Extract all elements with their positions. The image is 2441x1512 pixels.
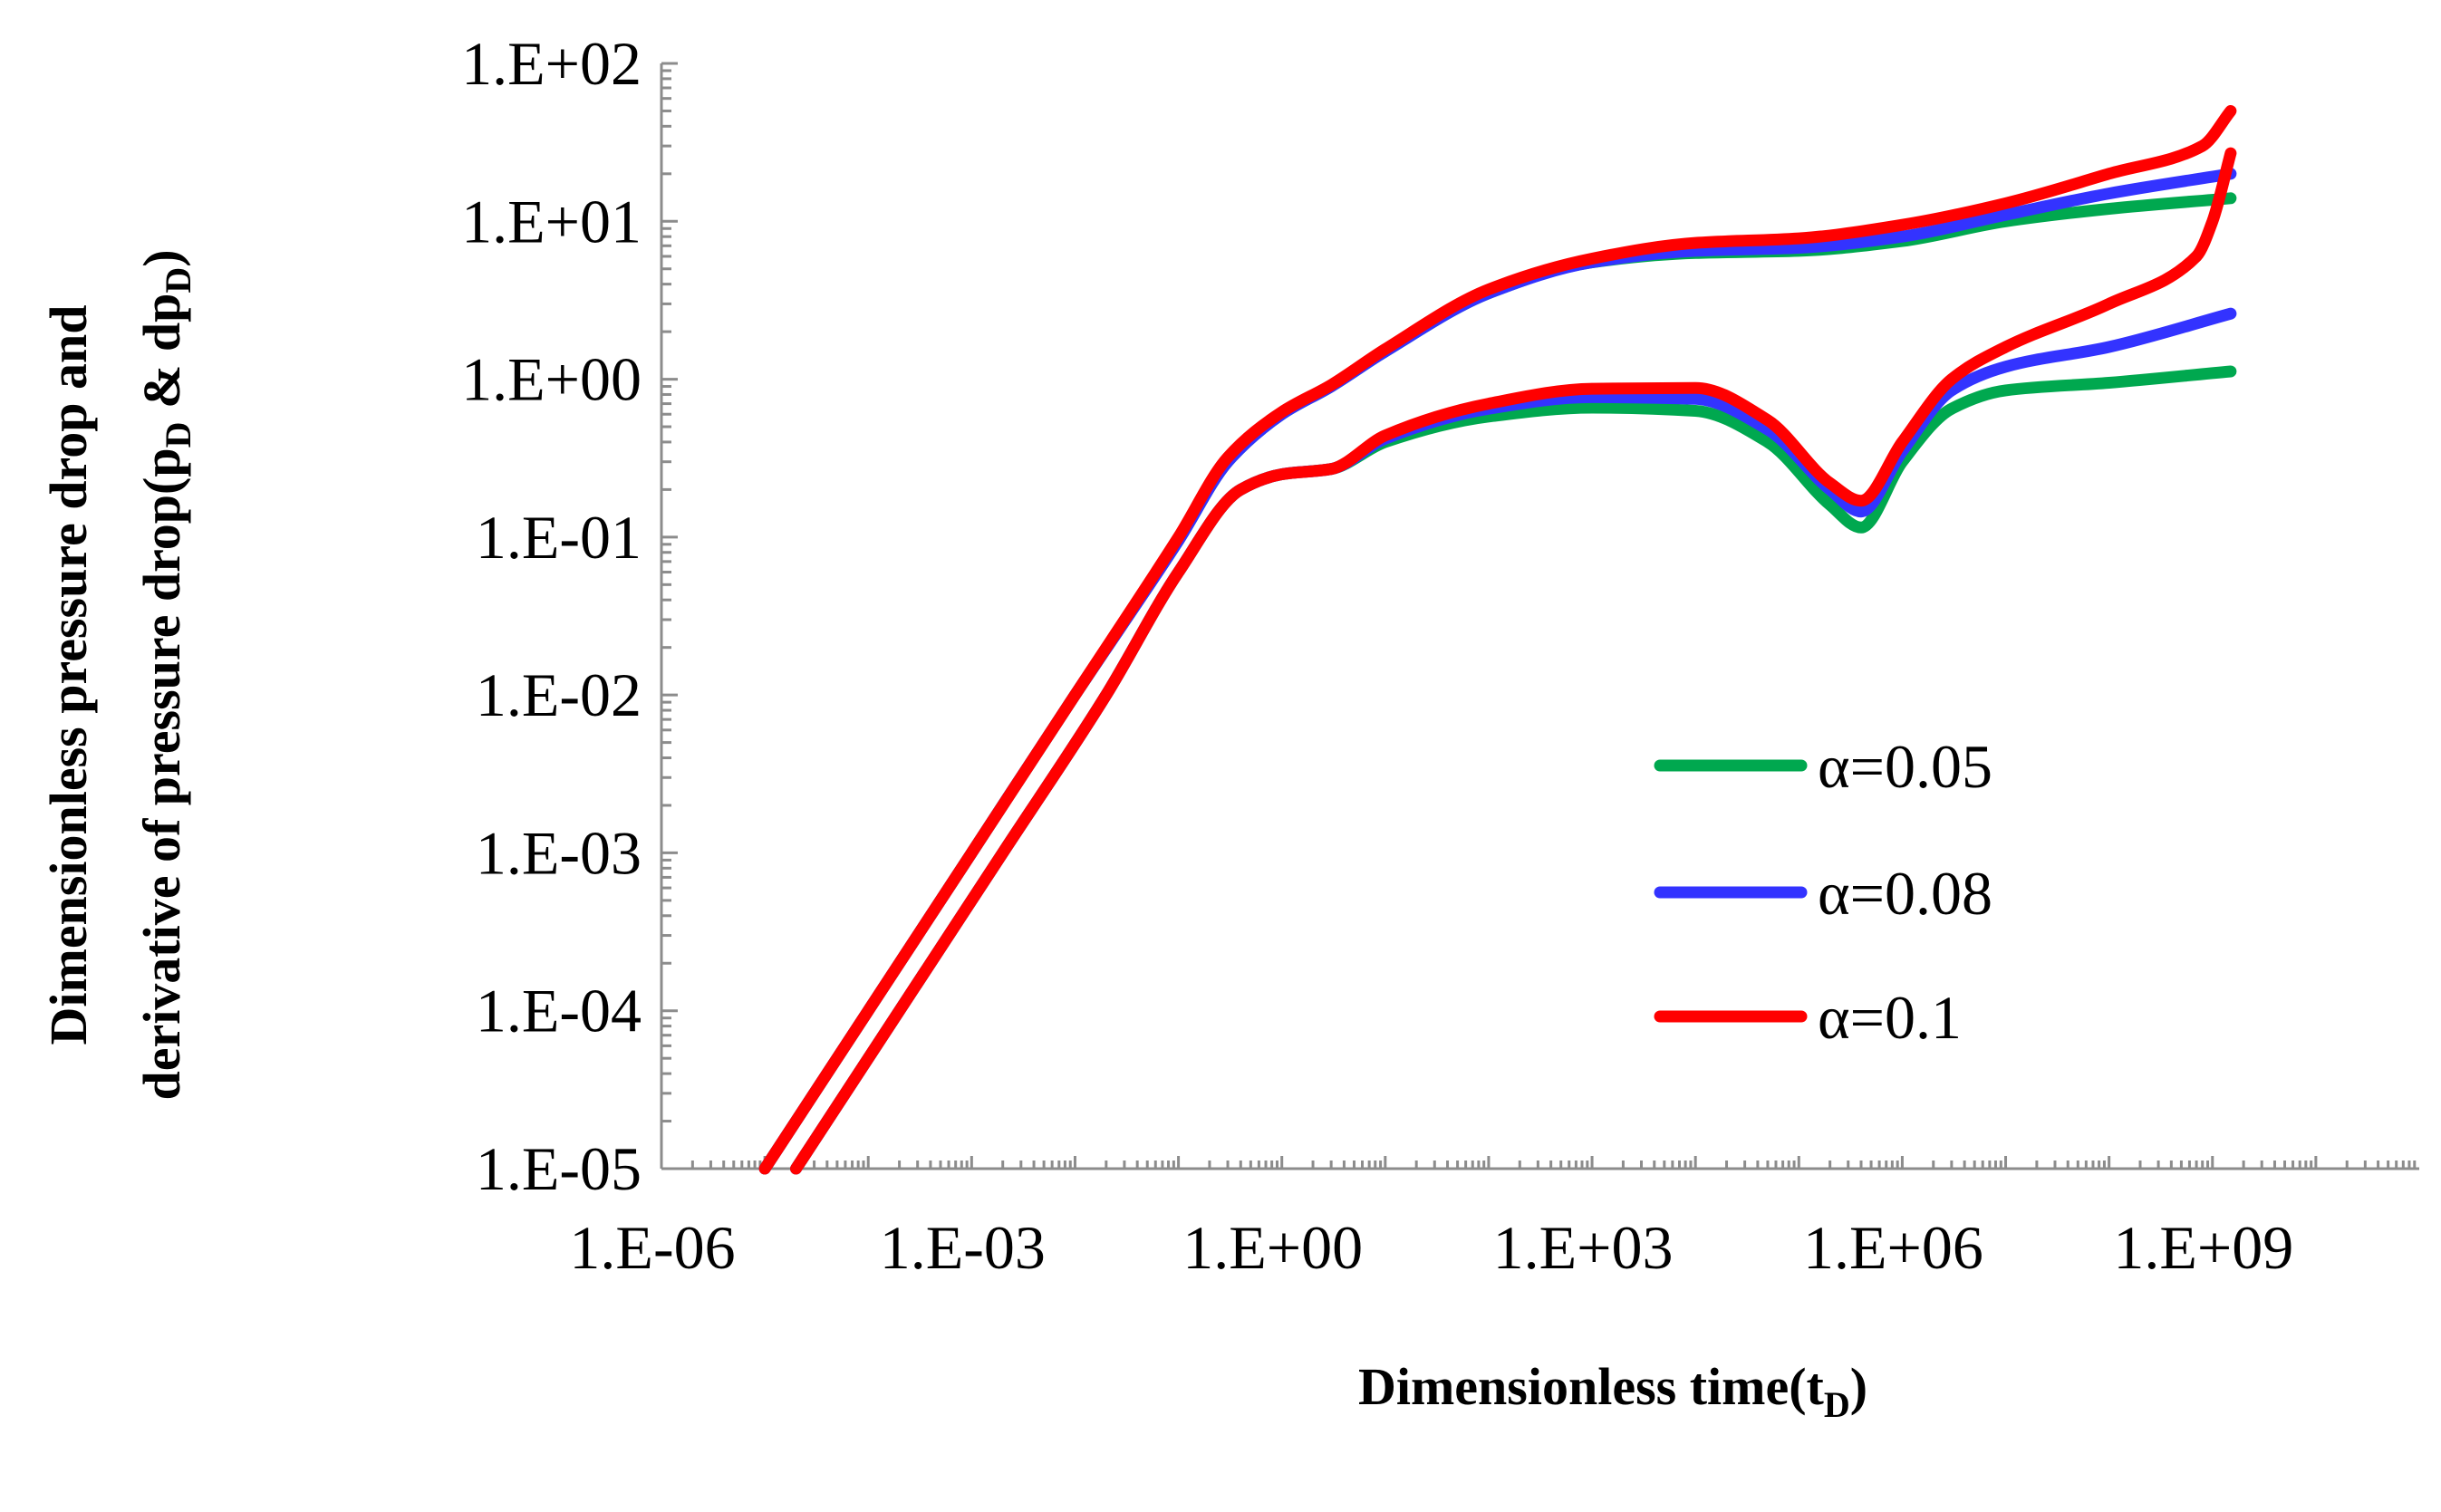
legend-label-2: α=0.08	[1818, 859, 1992, 928]
y-axis: 1.E-05 1.E-04 1.E-03 1.E-02 1.E-01 1.E+00 1.E+…	[461, 29, 678, 1203]
series-3-derivative-line	[790, 147, 2237, 1175]
series-2-derivative-line	[790, 307, 2237, 1175]
x-tick-label: 1.E-06	[569, 1213, 735, 1282]
x-tick-label: 1.E-03	[880, 1213, 1046, 1282]
series-3	[758, 105, 2237, 1175]
series-layer	[758, 105, 2237, 1175]
y-axis-title-line2-mid: & dp	[132, 294, 191, 422]
x-axis-title-end: )	[1850, 1357, 1867, 1416]
y-tick-label: 1.E+00	[461, 345, 642, 414]
y-tick-label: 1.E+01	[461, 187, 642, 255]
series-2-pressure-line	[758, 168, 2237, 1175]
legend: α=0.05 α=0.08 α=0.1	[1654, 732, 1992, 1052]
y-tick-label: 1.E-02	[476, 660, 642, 729]
y-tick-label: 1.E-03	[476, 818, 642, 887]
y-tick-label: 1.E-05	[476, 1134, 642, 1203]
y-axis-title-line2: derivative of pressure drop(pD & dpD)	[132, 249, 198, 1100]
x-axis-title-main: Dimensionless time(t	[1358, 1357, 1825, 1416]
series-1-derivative-line	[790, 365, 2237, 1175]
legend-label-1: α=0.05	[1818, 732, 1992, 801]
x-tick-label: 1.E+03	[1493, 1213, 1674, 1282]
y-tick-label: 1.E-04	[476, 977, 642, 1045]
x-tick-label: 1.E+06	[1803, 1213, 1983, 1282]
y-axis-title-line2-sub1: D	[158, 421, 198, 448]
y-axis-title-line2-main: derivative of pressure drop(p	[132, 448, 191, 1100]
y-tick-label: 1.E+02	[461, 29, 642, 98]
x-axis: 1.E-06 1.E-03 1.E+00 1.E+03 1.E+06 1.E+09	[569, 1156, 2419, 1282]
x-tick-label: 1.E+09	[2113, 1213, 2293, 1282]
y-tick-label: 1.E-01	[476, 503, 642, 572]
x-axis-title: Dimensionless time(tD)	[1358, 1357, 1867, 1425]
y-axis-title-line1: Dimensionless pressure drop and	[39, 304, 98, 1045]
y-axis-title-line2-sub2: D	[158, 267, 198, 294]
series-3-pressure-line	[758, 105, 2237, 1175]
series-2	[758, 168, 2237, 1175]
legend-label-3: α=0.1	[1818, 983, 1962, 1052]
x-tick-label: 1.E+00	[1182, 1213, 1363, 1282]
x-axis-title-sub: D	[1824, 1384, 1850, 1425]
y-axis-title-line2-end: )	[132, 249, 191, 266]
